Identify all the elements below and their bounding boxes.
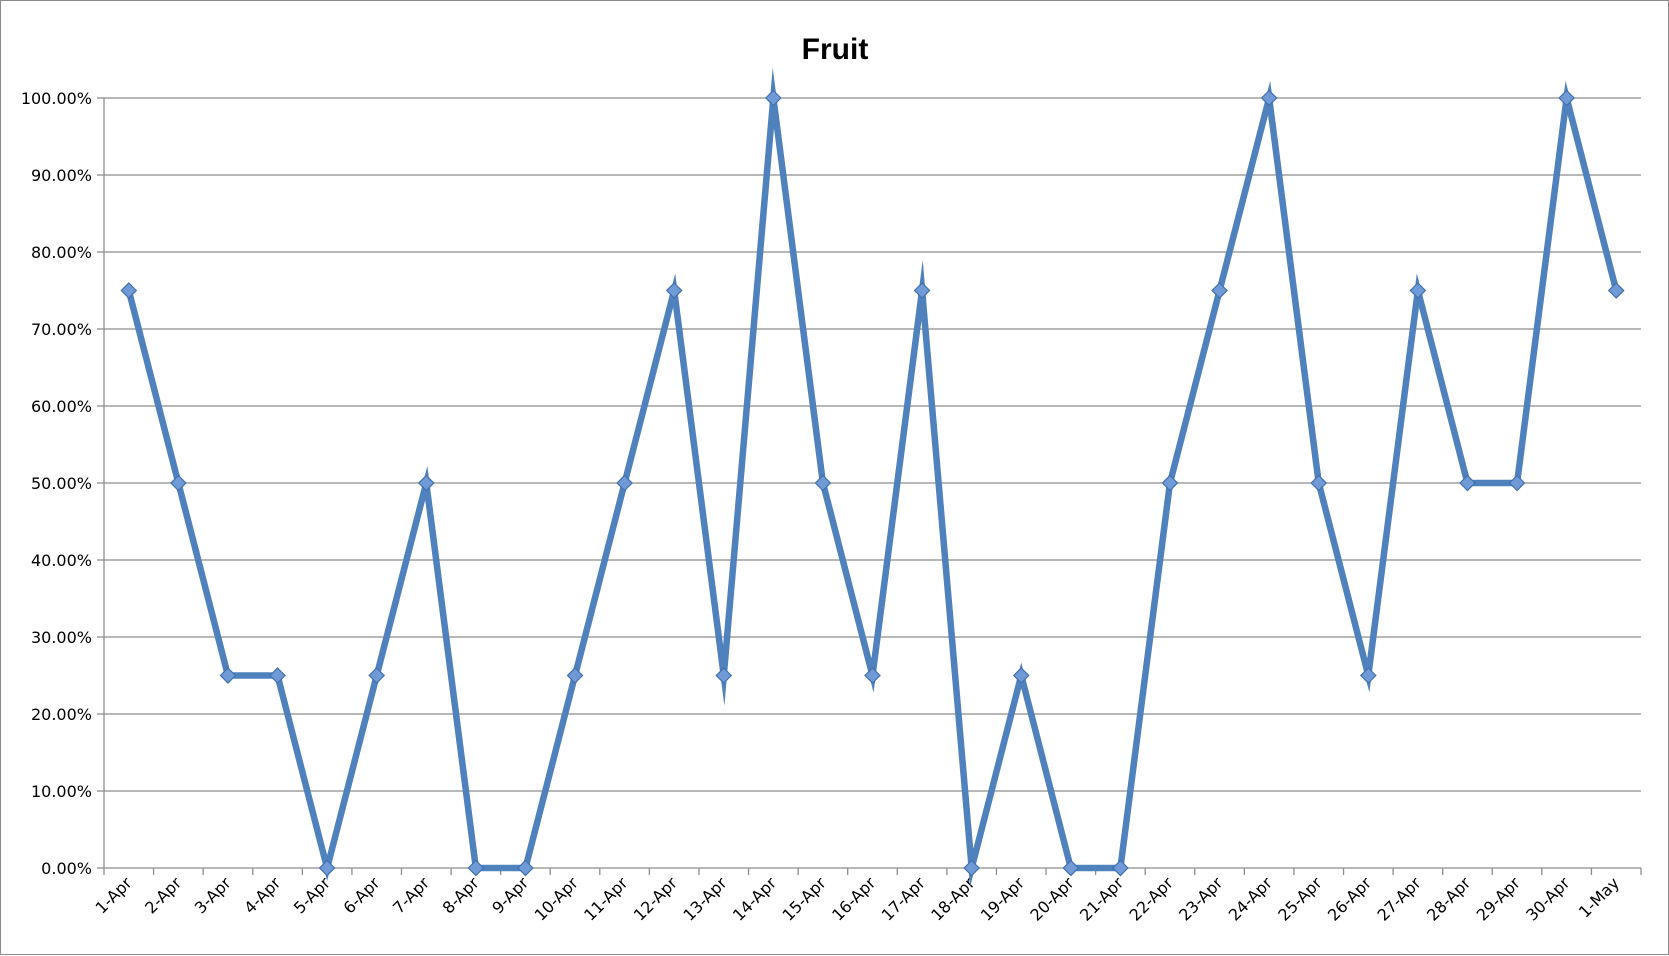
data-point-marker <box>963 859 981 877</box>
data-point-marker <box>665 282 683 299</box>
data-point-marker <box>913 282 931 299</box>
x-tick-label: 1-Apr <box>92 873 136 917</box>
data-point-marker <box>616 474 633 492</box>
data-point-marker <box>764 89 782 107</box>
data-point-marker <box>219 667 237 684</box>
data-markers <box>120 89 1625 877</box>
data-point-marker <box>1260 89 1278 107</box>
y-tick-label: 70.00% <box>31 320 92 339</box>
data-point-marker <box>1062 859 1080 877</box>
y-tick-label: 100.00% <box>21 89 92 108</box>
data-point-marker <box>1012 667 1030 684</box>
x-tick-label: 2-Apr <box>141 873 185 917</box>
data-point-marker <box>467 859 485 877</box>
x-tick-label: 12-Apr <box>630 873 682 925</box>
x-tick-label: 26-Apr <box>1324 873 1376 925</box>
x-axis: 1-Apr 2-Apr 3-Apr 4-Apr 5-Apr 6-Apr 7-Apr 8-Apr… <box>92 868 1642 925</box>
x-tick-label: 16-Apr <box>828 873 880 925</box>
x-tick-label: 30-Apr <box>1522 873 1574 925</box>
x-tick-label: 13-Apr <box>679 873 731 925</box>
data-point-marker <box>1310 474 1328 492</box>
y-tick-label: 30.00% <box>31 628 92 647</box>
y-tick-label: 40.00% <box>31 551 92 570</box>
data-point-marker <box>1112 859 1129 877</box>
x-tick-label: 23-Apr <box>1175 873 1227 925</box>
data-point-marker <box>1459 474 1476 492</box>
x-tick-label: 9-Apr <box>488 873 532 917</box>
data-point-marker <box>1161 474 1179 492</box>
data-point-marker <box>170 474 187 492</box>
y-tick-label: 60.00% <box>31 397 92 416</box>
data-point-marker <box>1211 282 1228 299</box>
x-tick-label: 14-Apr <box>729 873 781 925</box>
data-point-marker <box>864 667 881 684</box>
data-point-marker <box>1558 89 1575 107</box>
y-tick-label: 20.00% <box>31 705 92 724</box>
x-tick-label: 8-Apr <box>439 873 483 917</box>
x-tick-label: 28-Apr <box>1423 873 1475 925</box>
x-tick-label: 27-Apr <box>1373 873 1425 925</box>
x-tick-label: 4-Apr <box>240 873 284 917</box>
x-tick-label: 7-Apr <box>389 873 433 917</box>
x-tick-label: 22-Apr <box>1126 873 1178 925</box>
data-point-marker <box>417 474 435 492</box>
x-tick-label: 29-Apr <box>1473 873 1525 925</box>
x-tick-label: 25-Apr <box>1274 873 1326 925</box>
x-tick-label: 1-May <box>1575 873 1623 921</box>
x-tick-label: 24-Apr <box>1225 873 1277 925</box>
x-tick-label: 11-Apr <box>580 873 632 925</box>
x-tick-label: 21-Apr <box>1076 873 1128 925</box>
y-axis-ticks: 0.00% 10.00% 20.00% 30.00% 40.00% 50.00% 60.00… <box>21 89 105 878</box>
x-tick-label: 5-Apr <box>290 873 334 917</box>
data-point-marker <box>120 282 138 299</box>
data-point-marker <box>1409 282 1427 299</box>
y-tick-label: 90.00% <box>31 166 92 185</box>
data-point-marker <box>318 859 336 877</box>
x-tick-label: 19-Apr <box>977 873 1029 925</box>
data-point-marker <box>269 667 286 684</box>
data-point-marker <box>1359 667 1377 684</box>
x-tick-label: 15-Apr <box>779 873 831 925</box>
data-point-marker <box>517 859 534 877</box>
x-tick-label: 17-Apr <box>878 873 930 925</box>
x-tick-label: 6-Apr <box>339 873 383 917</box>
x-tick-label: 10-Apr <box>531 873 583 925</box>
data-point-marker <box>368 667 386 684</box>
gridlines <box>104 97 1641 869</box>
y-tick-label: 0.00% <box>41 859 92 878</box>
data-point-marker <box>566 667 584 684</box>
data-point-marker <box>715 667 733 684</box>
data-point-marker <box>1607 282 1625 299</box>
y-tick-label: 80.00% <box>31 243 92 262</box>
y-tick-label: 50.00% <box>31 474 92 493</box>
data-point-marker <box>1508 474 1526 492</box>
x-tick-label: 20-Apr <box>1026 873 1078 925</box>
x-tick-label: 3-Apr <box>191 873 235 917</box>
y-tick-label: 10.00% <box>31 782 92 801</box>
data-point-marker <box>814 474 832 492</box>
chart-title: Fruit <box>802 33 869 66</box>
